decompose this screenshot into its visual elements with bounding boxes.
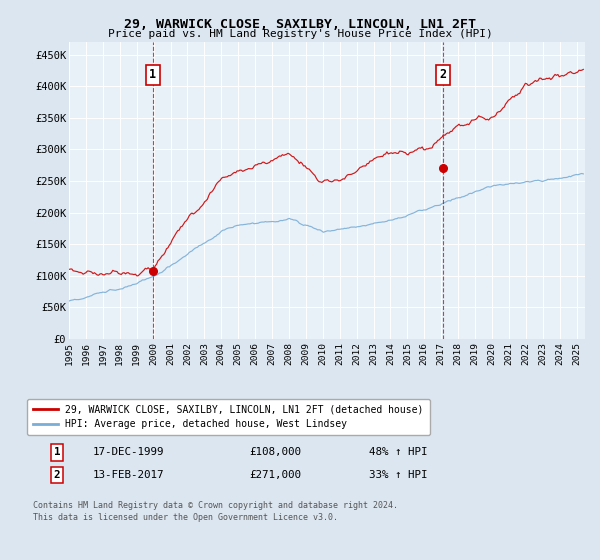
Text: Contains HM Land Registry data © Crown copyright and database right 2024.: Contains HM Land Registry data © Crown c… — [33, 501, 398, 510]
Text: £271,000: £271,000 — [249, 470, 301, 480]
Text: 2: 2 — [54, 470, 60, 480]
Legend: 29, WARWICK CLOSE, SAXILBY, LINCOLN, LN1 2FT (detached house), HPI: Average pric: 29, WARWICK CLOSE, SAXILBY, LINCOLN, LN1… — [28, 399, 430, 435]
Text: 1: 1 — [54, 447, 60, 458]
Text: 13-FEB-2017: 13-FEB-2017 — [93, 470, 164, 480]
Text: £108,000: £108,000 — [249, 447, 301, 458]
Text: This data is licensed under the Open Government Licence v3.0.: This data is licensed under the Open Gov… — [33, 514, 338, 522]
Text: Price paid vs. HM Land Registry's House Price Index (HPI): Price paid vs. HM Land Registry's House … — [107, 29, 493, 39]
Text: 2: 2 — [440, 68, 447, 81]
Text: 17-DEC-1999: 17-DEC-1999 — [93, 447, 164, 458]
Text: 1: 1 — [149, 68, 157, 81]
Text: 48% ↑ HPI: 48% ↑ HPI — [369, 447, 427, 458]
Text: 29, WARWICK CLOSE, SAXILBY, LINCOLN, LN1 2FT: 29, WARWICK CLOSE, SAXILBY, LINCOLN, LN1… — [124, 18, 476, 31]
Text: 33% ↑ HPI: 33% ↑ HPI — [369, 470, 427, 480]
